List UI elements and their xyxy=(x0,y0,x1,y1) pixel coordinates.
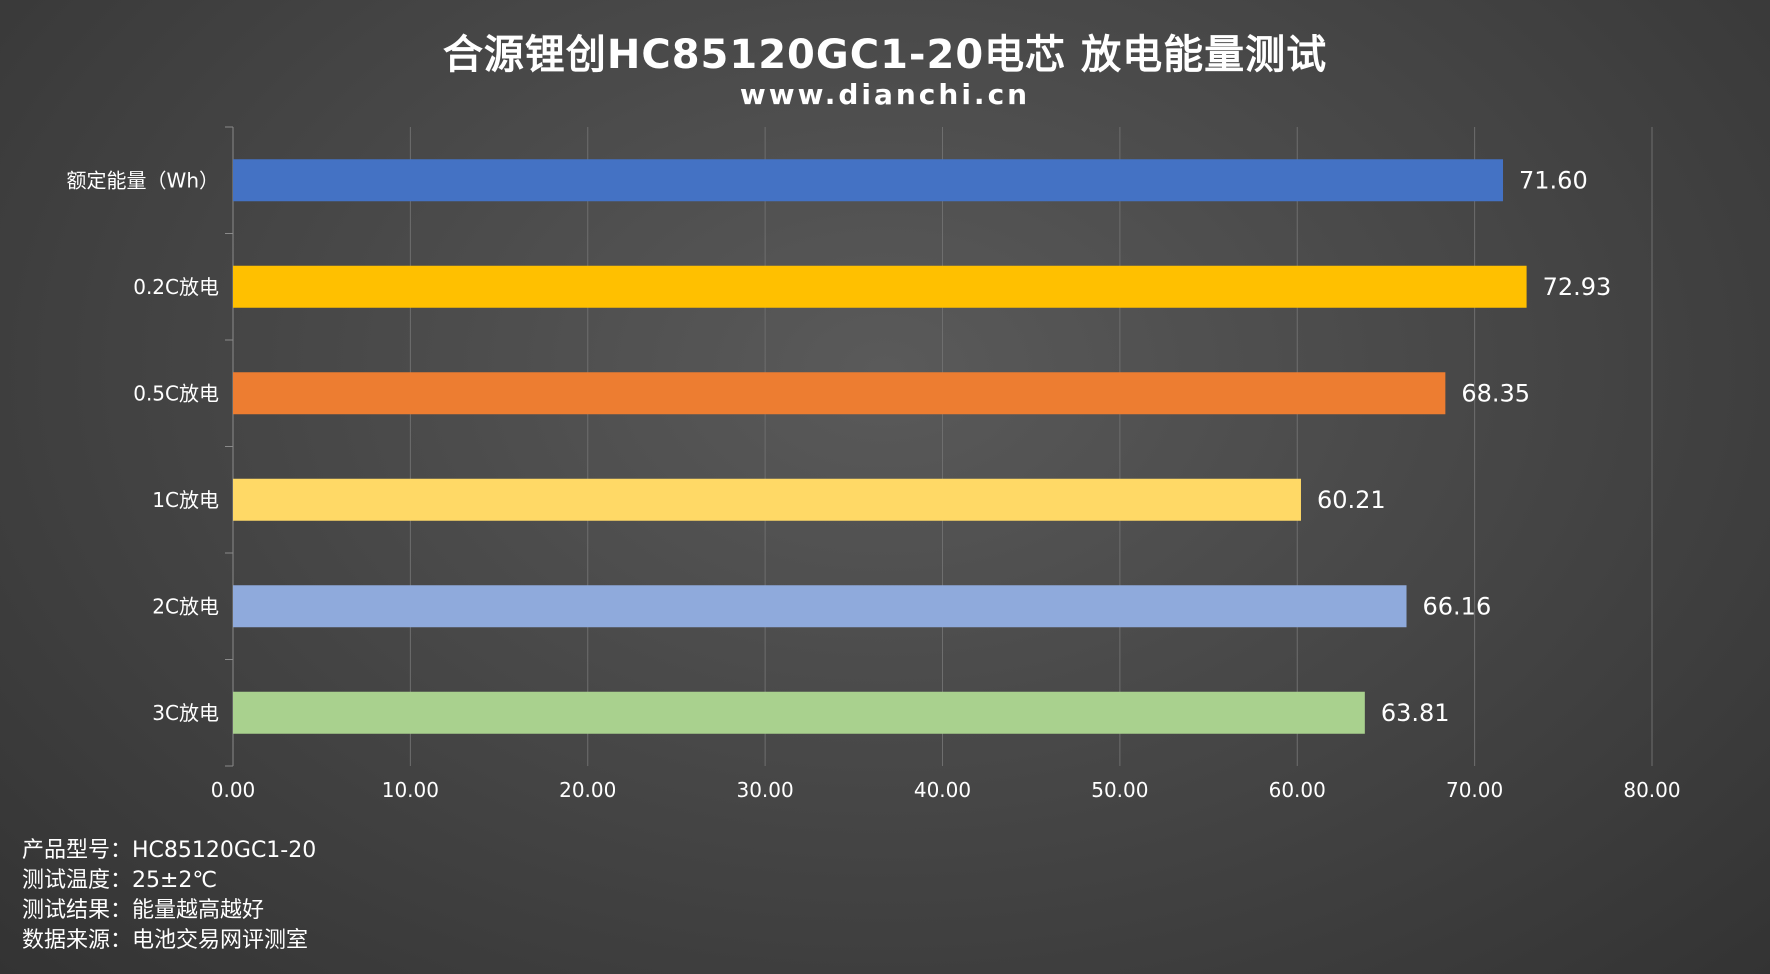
bar xyxy=(233,372,1446,415)
x-tick-label: 70.00 xyxy=(1446,778,1503,802)
category-label: 额定能量（Wh） xyxy=(67,168,219,192)
bar xyxy=(233,691,1365,734)
value-label: 63.81 xyxy=(1381,699,1450,727)
chart-title: 合源锂创HC85120GC1-20电芯 放电能量测试 xyxy=(442,32,1328,78)
gridlines xyxy=(225,126,1653,767)
bar xyxy=(233,265,1527,308)
category-label: 1C放电 xyxy=(152,488,219,512)
x-tick-label: 40.00 xyxy=(914,778,971,802)
value-label: 66.16 xyxy=(1423,592,1492,620)
note-result: 测试结果：能量越高越好 xyxy=(22,898,265,923)
value-label: 72.93 xyxy=(1543,273,1612,301)
x-tick-label: 60.00 xyxy=(1269,778,1326,802)
labels: 0.00 10.00 20.00 30.00 40.00 50.00 60.00 70.00 8… xyxy=(67,166,1681,802)
note-source: 数据来源：电池交易网评测室 xyxy=(22,928,309,953)
bar xyxy=(233,478,1301,521)
x-tick-label: 30.00 xyxy=(736,778,793,802)
value-label: 60.21 xyxy=(1317,486,1386,514)
chart-subtitle: www.dianchi.cn xyxy=(739,78,1031,111)
bar xyxy=(233,585,1407,628)
x-tick-label: 50.00 xyxy=(1091,778,1148,802)
note-temperature: 测试温度：25±2℃ xyxy=(22,868,218,893)
value-label: 71.60 xyxy=(1519,166,1588,194)
test-notes: 产品型号：HC85120GC1-20 测试温度：25±2℃ 测试结果：能量越高越… xyxy=(22,836,316,956)
note-model: 产品型号：HC85120GC1-20 xyxy=(22,838,317,863)
value-label: 68.35 xyxy=(1461,379,1530,407)
category-label: 2C放电 xyxy=(152,594,219,618)
category-label: 0.2C放电 xyxy=(133,275,219,299)
x-tick-label: 20.00 xyxy=(559,778,616,802)
bar xyxy=(233,159,1504,202)
x-tick-label: 80.00 xyxy=(1623,778,1680,802)
x-tick-label: 0.00 xyxy=(211,778,256,802)
category-label: 0.5C放电 xyxy=(133,381,219,405)
x-tick-label: 10.00 xyxy=(382,778,439,802)
bars xyxy=(233,159,1527,734)
category-label: 3C放电 xyxy=(152,701,219,725)
